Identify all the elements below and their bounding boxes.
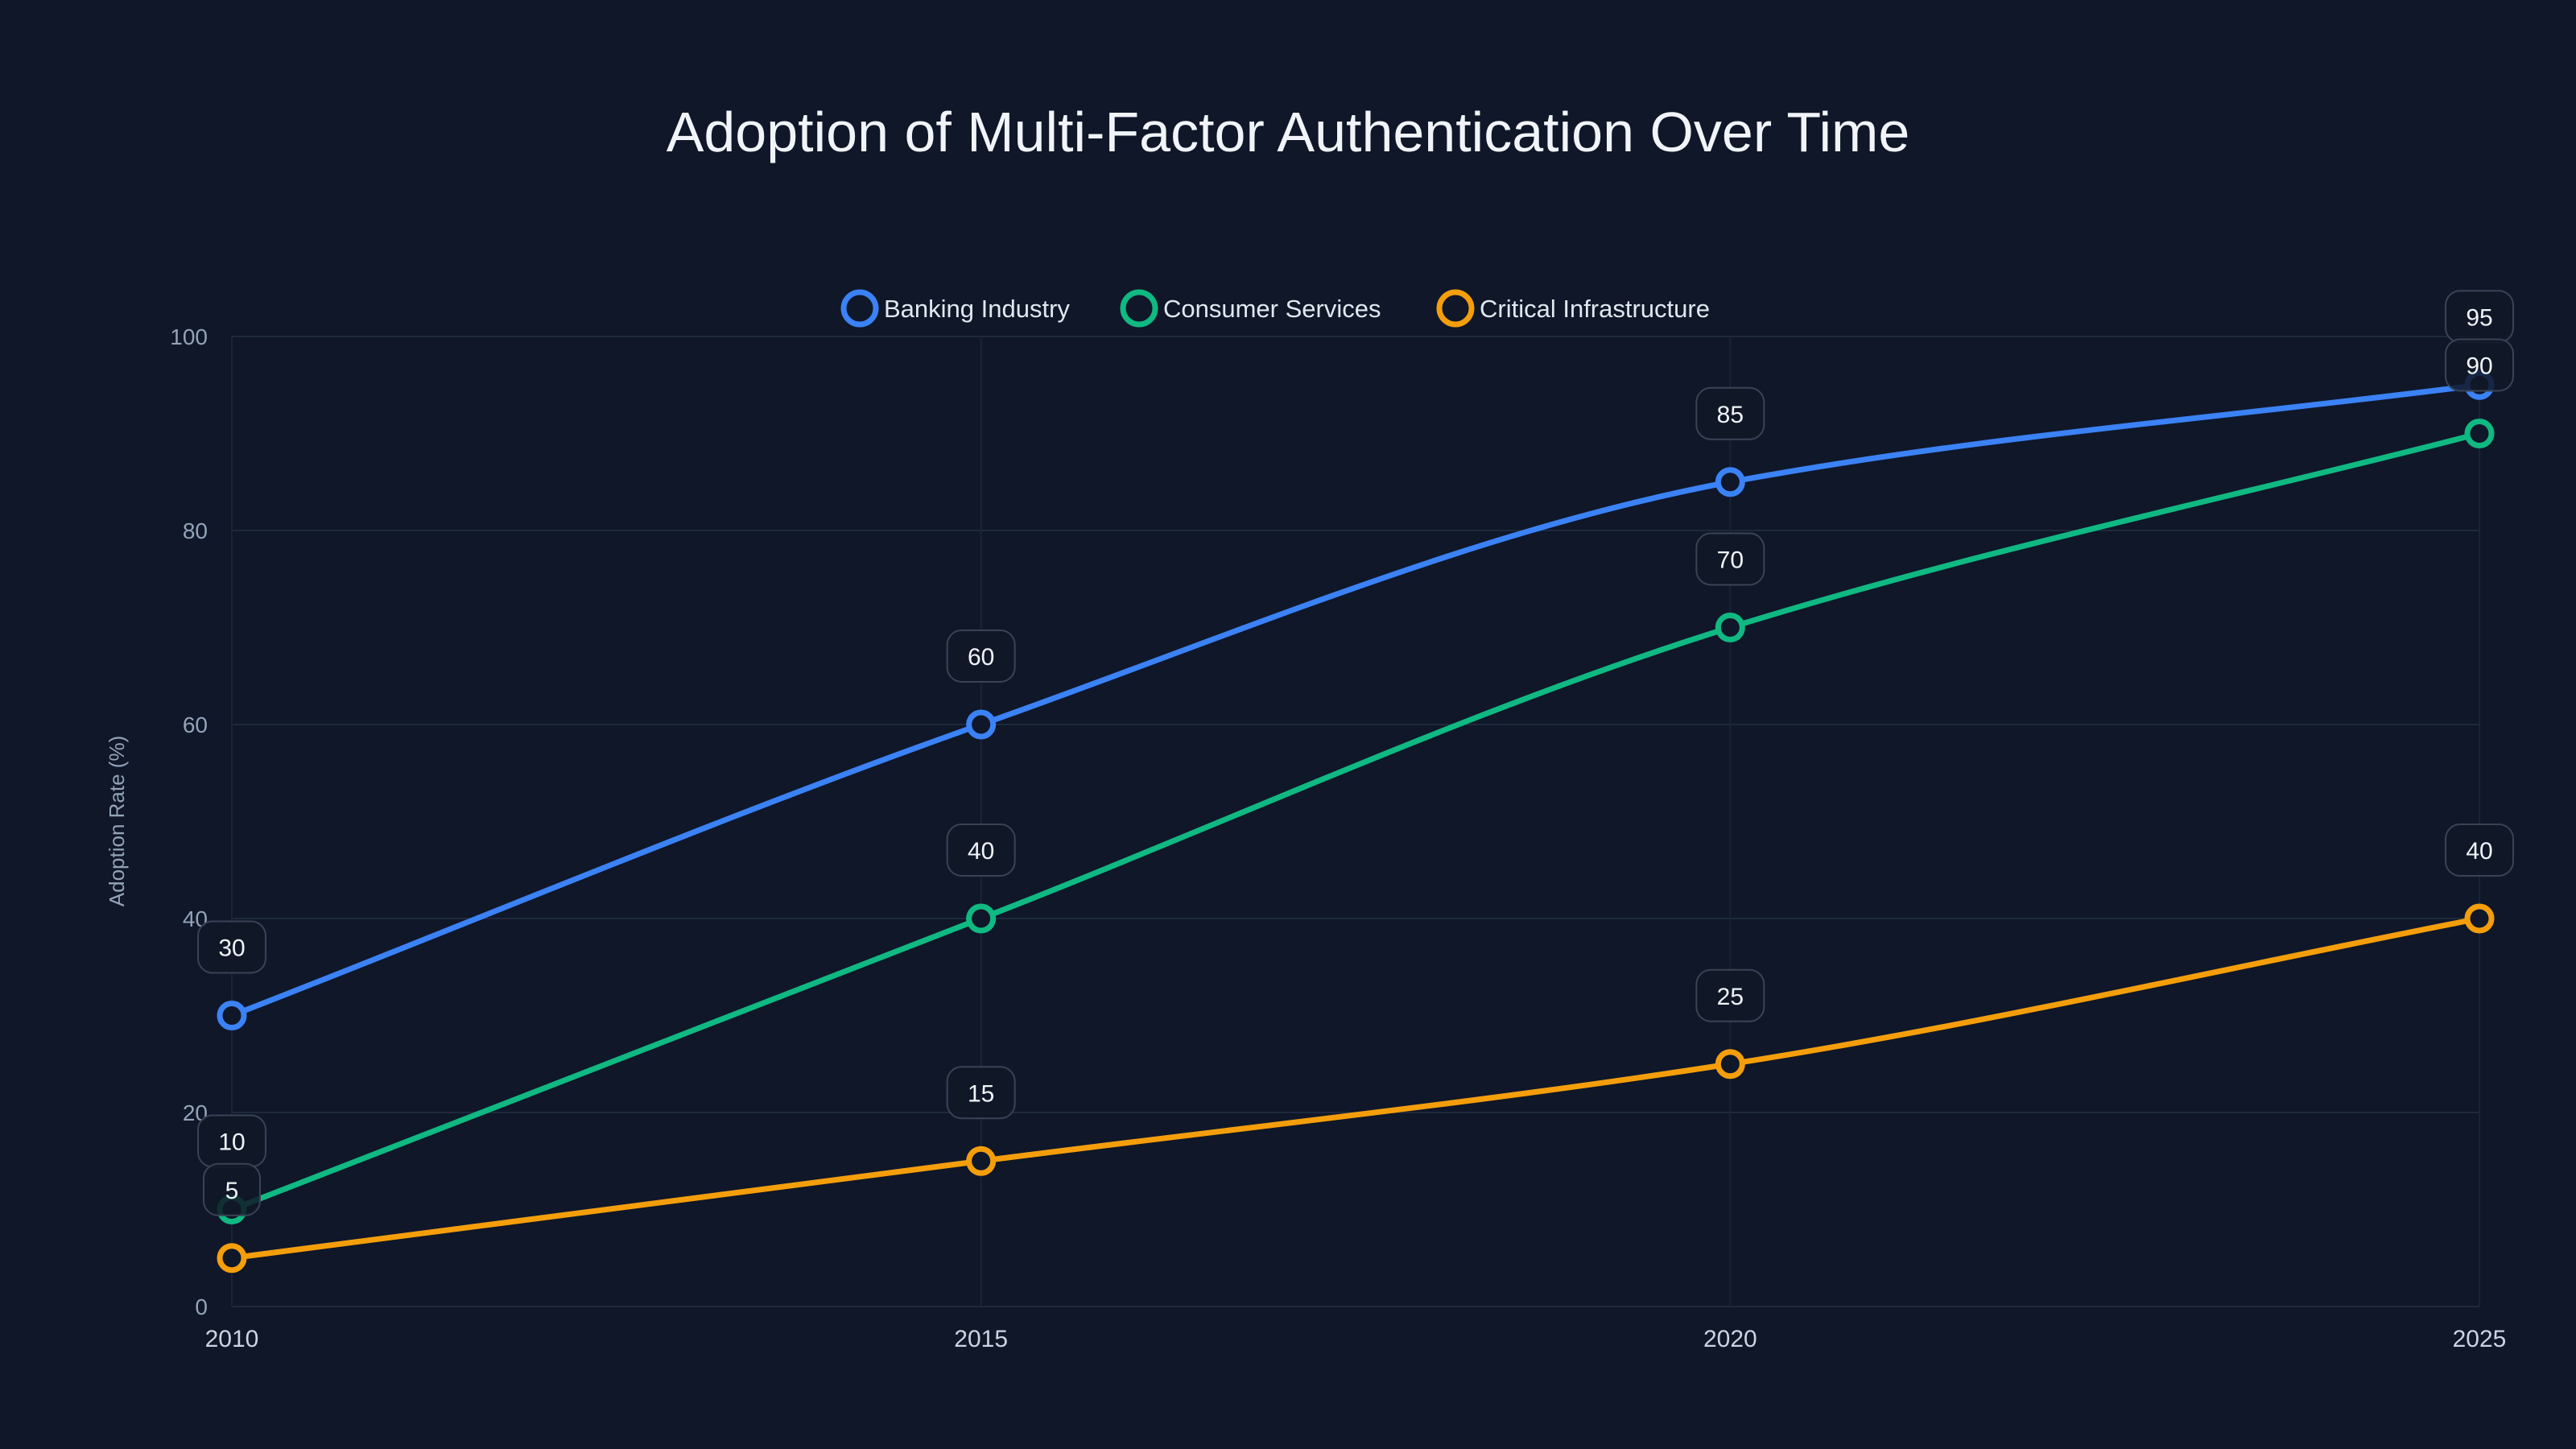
x-tick-label: 2010: [205, 1326, 259, 1352]
x-tick-label: 2015: [954, 1326, 1008, 1352]
data-label-box: [2445, 338, 2514, 392]
data-label-box: [197, 920, 266, 974]
x-tick-label: 2020: [1703, 1326, 1757, 1352]
data-point: [1715, 467, 1745, 497]
data-point: [217, 1243, 247, 1274]
data-label: 95: [2466, 304, 2492, 331]
data-label: 30: [218, 935, 245, 962]
data-label: 40: [2466, 838, 2492, 865]
data-label-box: [946, 824, 1016, 877]
legend-item-label: Banking Industry: [884, 295, 1070, 323]
chart-title: Adoption of Multi-Factor Authentication …: [667, 101, 1910, 163]
legend-item-label: Critical Infrastructure: [1480, 295, 1710, 323]
grid: [231, 336, 2480, 1307]
data-labels: 30 60 85 95 10 40 70 90 5 15 25 40: [197, 290, 2514, 1216]
data-label: 60: [968, 644, 994, 671]
series-line: [229, 915, 2483, 1261]
data-label: 10: [218, 1129, 245, 1156]
data-point: [217, 1001, 247, 1030]
data-point: [2464, 419, 2495, 448]
data-point: [966, 709, 997, 740]
legend: Banking Industry Consumer Services Critica…: [840, 289, 1710, 328]
data-label-box: [2445, 824, 2514, 877]
data-point: [1715, 1049, 1745, 1080]
data-label-box: [203, 1162, 261, 1216]
legend-item-label: Consumer Services: [1163, 295, 1381, 323]
data-label: 15: [968, 1080, 994, 1107]
y-tick-label: 100: [170, 324, 208, 349]
data-label-box: [946, 630, 1016, 683]
data-label: 70: [1717, 547, 1744, 574]
data-point: [966, 1146, 997, 1176]
data-label-box: [1695, 532, 1765, 586]
series-line: [229, 382, 2483, 1018]
data-point: [2464, 903, 2495, 934]
data-label-box: [1695, 386, 1765, 440]
y-tick-label: 0: [195, 1294, 208, 1319]
series-line: [229, 431, 2483, 1212]
y-tick-label: 80: [183, 518, 208, 543]
legend-marker-icon: [840, 289, 879, 328]
data-point: [1715, 613, 1745, 642]
data-label: 90: [2466, 353, 2492, 380]
data-point: [966, 903, 997, 934]
data-label-box: [1695, 968, 1765, 1022]
x-axis: 2010 2015 2020 2025: [205, 1326, 2507, 1352]
data-label: 85: [1717, 402, 1744, 428]
series-layer: [217, 369, 2495, 1274]
data-label-box: [946, 1066, 1016, 1120]
legend-marker-icon: [1120, 289, 1158, 328]
x-tick-label: 2025: [2453, 1326, 2507, 1352]
y-tick-label: 60: [183, 712, 208, 737]
data-label: 40: [968, 838, 994, 865]
data-label: 5: [225, 1178, 239, 1204]
legend-marker-icon: [1436, 289, 1475, 328]
data-label: 25: [1717, 984, 1744, 1010]
y-axis-label: Adoption Rate (%): [105, 736, 129, 906]
